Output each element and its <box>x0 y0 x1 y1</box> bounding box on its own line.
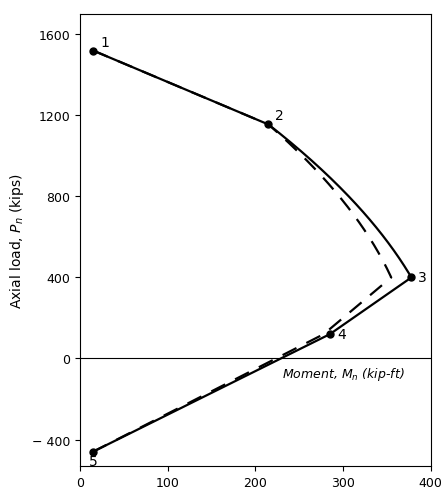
Text: 3: 3 <box>418 271 427 285</box>
Text: 1: 1 <box>100 36 109 50</box>
Text: 2: 2 <box>275 109 284 123</box>
Text: Moment, $M_n$ (kip-ft): Moment, $M_n$ (kip-ft) <box>281 365 404 382</box>
Text: 4: 4 <box>337 328 345 342</box>
Y-axis label: Axial load, $P_n$ (kips): Axial load, $P_n$ (kips) <box>8 173 26 308</box>
Text: 5: 5 <box>89 454 97 468</box>
